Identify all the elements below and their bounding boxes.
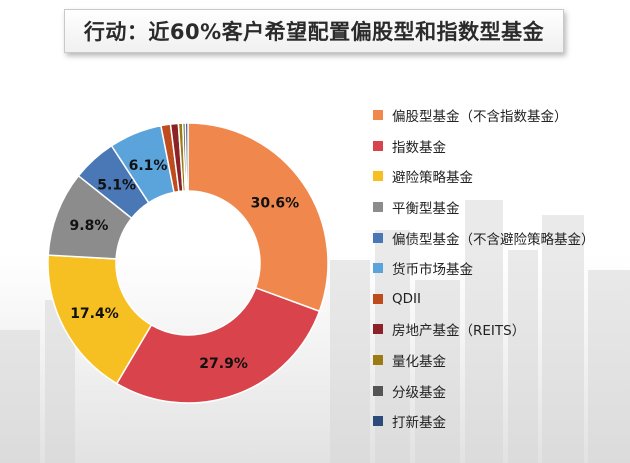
slice-label-0: 30.6% xyxy=(251,195,300,211)
legend-swatch xyxy=(373,110,383,121)
legend-swatch xyxy=(373,416,383,427)
legend-swatch xyxy=(373,385,383,396)
legend-item-7: 房地产基金（REITS） xyxy=(373,314,628,345)
legend-item-8: 量化基金 xyxy=(373,345,628,376)
legend-swatch xyxy=(373,263,383,274)
legend-item-6: QDII xyxy=(373,284,628,315)
legend-label: 分级基金 xyxy=(392,384,446,401)
legend-item-9: 分级基金 xyxy=(373,375,628,406)
legend-swatch xyxy=(373,171,383,182)
slice-label-4: 5.1% xyxy=(97,178,136,194)
legend-label: 指数基金 xyxy=(392,139,446,156)
legend-item-4: 偏债型基金（不含避险策略基金） xyxy=(373,222,628,253)
legend-label: 货币市场基金 xyxy=(392,262,473,279)
legend-swatch xyxy=(373,355,383,366)
legend-item-3: 平衡型基金 xyxy=(373,192,628,223)
slice-label-5: 6.1% xyxy=(129,158,168,174)
title-banner: 行动：近60%客户希望配置偏股型和指数型基金 xyxy=(64,9,564,53)
legend-item-10: 打新基金 xyxy=(373,406,628,437)
legend-label: 偏债型基金（不含避险策略基金） xyxy=(392,231,595,248)
legend-label: 量化基金 xyxy=(392,354,446,371)
legend-item-1: 指数基金 xyxy=(373,131,628,162)
legend-item-2: 避险策略基金 xyxy=(373,161,628,192)
legend-label: 偏股型基金（不含指数基金） xyxy=(392,109,568,126)
donut-slice-1 xyxy=(115,286,321,404)
donut-slice-10 xyxy=(184,122,189,192)
legend-label: 打新基金 xyxy=(392,415,446,432)
legend-label: 房地产基金（REITS） xyxy=(392,323,526,340)
legend-label: 避险策略基金 xyxy=(392,170,473,187)
legend-label: 平衡型基金 xyxy=(392,201,460,218)
chart-legend: 偏股型基金（不含指数基金） 指数基金避险策略基金 平衡型基金偏债型基金（不含避险策略… xyxy=(373,100,628,437)
legend-swatch xyxy=(373,232,383,243)
legend-swatch xyxy=(373,324,383,335)
slice-label-3: 9.8% xyxy=(70,218,109,234)
slice-label-1: 27.9% xyxy=(199,356,248,372)
slice-label-2: 17.4% xyxy=(70,306,119,322)
legend-item-5: 货币市场基金 xyxy=(373,253,628,284)
legend-label: QDII xyxy=(392,290,421,307)
legend-swatch xyxy=(373,140,383,151)
page-title: 行动：近60%客户希望配置偏股型和指数型基金 xyxy=(83,20,545,44)
legend-swatch xyxy=(373,202,383,213)
legend-swatch xyxy=(373,293,383,304)
donut-slice-0 xyxy=(187,122,329,313)
legend-item-0: 偏股型基金（不含指数基金） xyxy=(373,100,628,131)
